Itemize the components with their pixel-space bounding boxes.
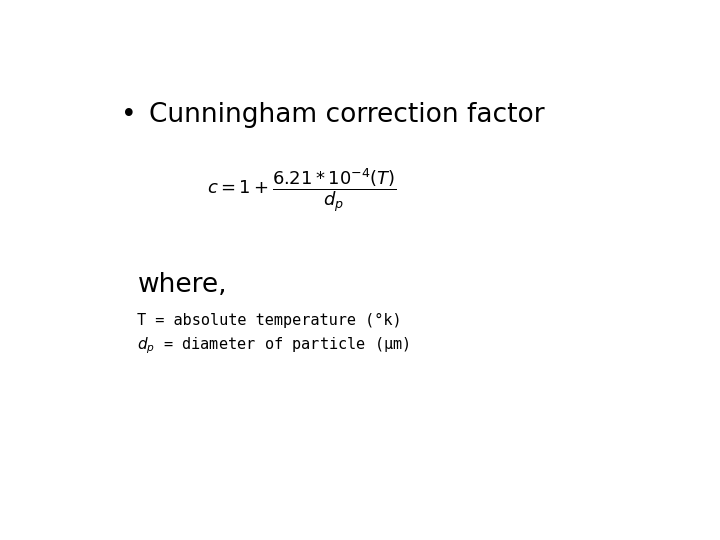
- Text: Cunningham correction factor: Cunningham correction factor: [148, 102, 544, 127]
- Text: •: •: [121, 102, 136, 127]
- Text: $c = 1 + \dfrac{6.21 * 10^{-4}(T)}{d_p}$: $c = 1 + \dfrac{6.21 * 10^{-4}(T)}{d_p}$: [207, 166, 397, 213]
- Text: $d_p$ = diameter of particle (μm): $d_p$ = diameter of particle (μm): [138, 335, 410, 356]
- Text: T = absolute temperature (°k): T = absolute temperature (°k): [138, 313, 402, 328]
- Text: where,: where,: [138, 272, 227, 298]
